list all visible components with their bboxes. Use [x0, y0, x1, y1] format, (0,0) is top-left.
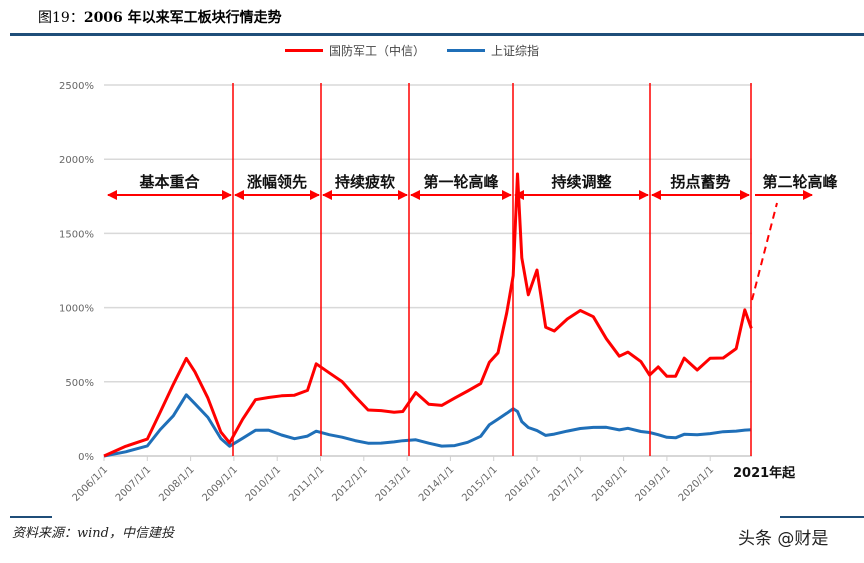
y-tick-label: 1500%	[59, 229, 94, 240]
x-tick-label: 2008/1/1	[157, 464, 197, 504]
phase-label: 第二轮高峰	[762, 173, 838, 191]
legend-swatch-red	[285, 49, 323, 52]
figure-label: 图19：	[38, 10, 84, 26]
legend-label: 上证综指	[491, 44, 540, 58]
chart-legend: 国防军工（中信） 上证综指	[285, 42, 539, 59]
bottom-rule-right	[780, 516, 864, 518]
projection-dashed-line	[751, 202, 778, 301]
legend-swatch-blue	[447, 49, 486, 52]
chart-series	[103, 172, 753, 458]
legend-item-defense: 国防军工（中信）	[285, 42, 425, 59]
legend-item-shanghai: 上证综指	[447, 42, 539, 59]
y-axis: 0% 500% 1000% 1500% 2000% 2500%	[59, 81, 94, 463]
series-line-defense	[103, 172, 753, 458]
figure-title-text: 2006 年以来军工板块行情走势	[83, 10, 282, 26]
y-tick-label: 500%	[65, 378, 94, 389]
source-note: 资料来源：wind，中信建投	[12, 526, 174, 541]
tail-label: 2021年起	[733, 466, 796, 481]
x-axis: 2006/1/1 2007/1/1 2008/1/1 2009/1/1 2010/1/1…	[71, 455, 752, 504]
x-tick-label: 2015/1/1	[460, 464, 500, 504]
x-tick-label: 2007/1/1	[114, 464, 154, 504]
y-tick-label: 1000%	[59, 304, 94, 315]
series-line-shanghai	[103, 393, 752, 458]
x-tick-label: 2006/1/1	[71, 464, 111, 504]
watermark: 头条 @财是	[738, 529, 829, 549]
y-tick-label: 2500%	[59, 81, 94, 92]
y-tick-label: 2000%	[59, 155, 94, 166]
x-tick-label: 2014/1/1	[417, 464, 457, 504]
y-tick-label: 0%	[78, 452, 94, 463]
x-tick-label: 2010/1/1	[244, 464, 284, 504]
x-tick-label: 2011/1/1	[287, 464, 327, 504]
x-tick-label: 2020/1/1	[677, 464, 717, 504]
phase-label: 持续疲软	[335, 173, 395, 191]
x-tick-label: 2012/1/1	[330, 464, 370, 504]
gridlines	[104, 84, 752, 457]
x-tick-label: 2019/1/1	[633, 464, 673, 504]
bottom-rule-left	[10, 516, 52, 518]
phase-annotations: 基本重合 涨幅领先 持续疲软 第一轮高峰 持续调整 拐点蓄势 第二轮高峰	[107, 83, 838, 456]
phase-label: 第一轮高峰	[423, 173, 499, 191]
phase-label: 拐点蓄势	[670, 173, 730, 191]
phase-label: 持续调整	[551, 173, 611, 191]
x-tick-label: 2013/1/1	[374, 464, 414, 504]
x-tick-label: 2018/1/1	[590, 464, 630, 504]
top-rule	[10, 33, 864, 36]
x-tick-label: 2016/1/1	[504, 464, 544, 504]
x-tick-label: 2017/1/1	[547, 464, 587, 504]
figure-title: 图19：2006 年以来军工板块行情走势	[38, 7, 282, 27]
phase-label: 基本重合	[138, 173, 200, 191]
legend-label: 国防军工（中信）	[329, 44, 426, 58]
x-tick-label: 2009/1/1	[200, 464, 240, 504]
phase-label: 涨幅领先	[247, 173, 307, 191]
